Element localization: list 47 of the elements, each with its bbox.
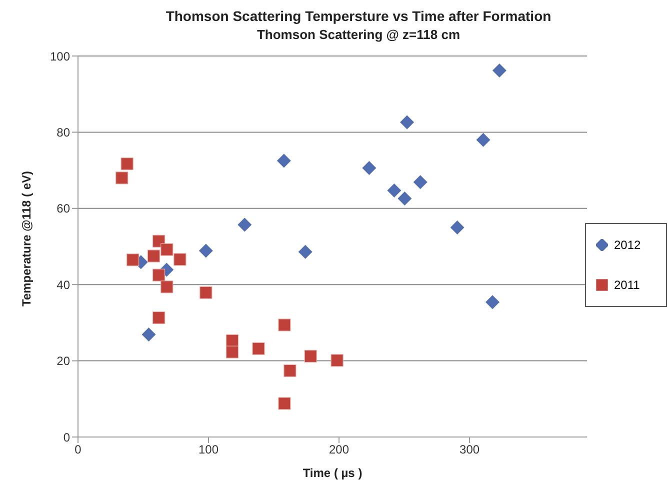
x-tick-label: 100 [198, 442, 219, 457]
point [486, 295, 500, 310]
point [152, 311, 166, 324]
point [284, 364, 296, 378]
point [226, 346, 239, 358]
y-tick-label: 80 [56, 125, 70, 140]
point [238, 218, 252, 232]
y-tick-label: 60 [56, 202, 70, 216]
point [330, 354, 344, 367]
y-axis-title: Temperature @118 ( eV) [19, 170, 34, 306]
point [304, 350, 317, 363]
point [142, 328, 156, 342]
point [160, 280, 174, 294]
chart-title: Thomson Scattering Tempersture vs Time after Formation [164, 8, 552, 24]
point [116, 172, 128, 184]
point [387, 183, 402, 198]
point [152, 268, 166, 282]
point [147, 250, 160, 262]
legend-label: 2011 [614, 278, 640, 292]
y-tick-label: 20 [56, 354, 70, 368]
point [120, 158, 134, 170]
legend-label: 2012 [614, 238, 641, 252]
x-tick-label: 0 [74, 442, 82, 457]
x-tick-label: 300 [460, 442, 480, 457]
x-tick-label: 200 [329, 442, 350, 457]
point [450, 220, 464, 234]
point [198, 244, 213, 258]
y-tick-label: 40 [56, 278, 70, 292]
point [174, 253, 186, 266]
point [492, 63, 506, 78]
point [298, 244, 312, 259]
y-tick-label: 0 [63, 430, 70, 444]
point [476, 132, 490, 147]
point [200, 286, 212, 299]
point [276, 154, 291, 168]
point [278, 397, 291, 410]
point [400, 115, 414, 130]
point [252, 342, 265, 355]
point [413, 175, 428, 190]
point [362, 161, 376, 176]
chart-subtitle: Thomson Scattering @ z=118 cm [256, 27, 462, 42]
y-tick-label: 100 [50, 49, 70, 64]
x-axis-title: Time ( µs ) [302, 466, 362, 480]
point [398, 191, 412, 206]
point [278, 318, 291, 332]
point [160, 243, 174, 256]
point [126, 254, 140, 266]
